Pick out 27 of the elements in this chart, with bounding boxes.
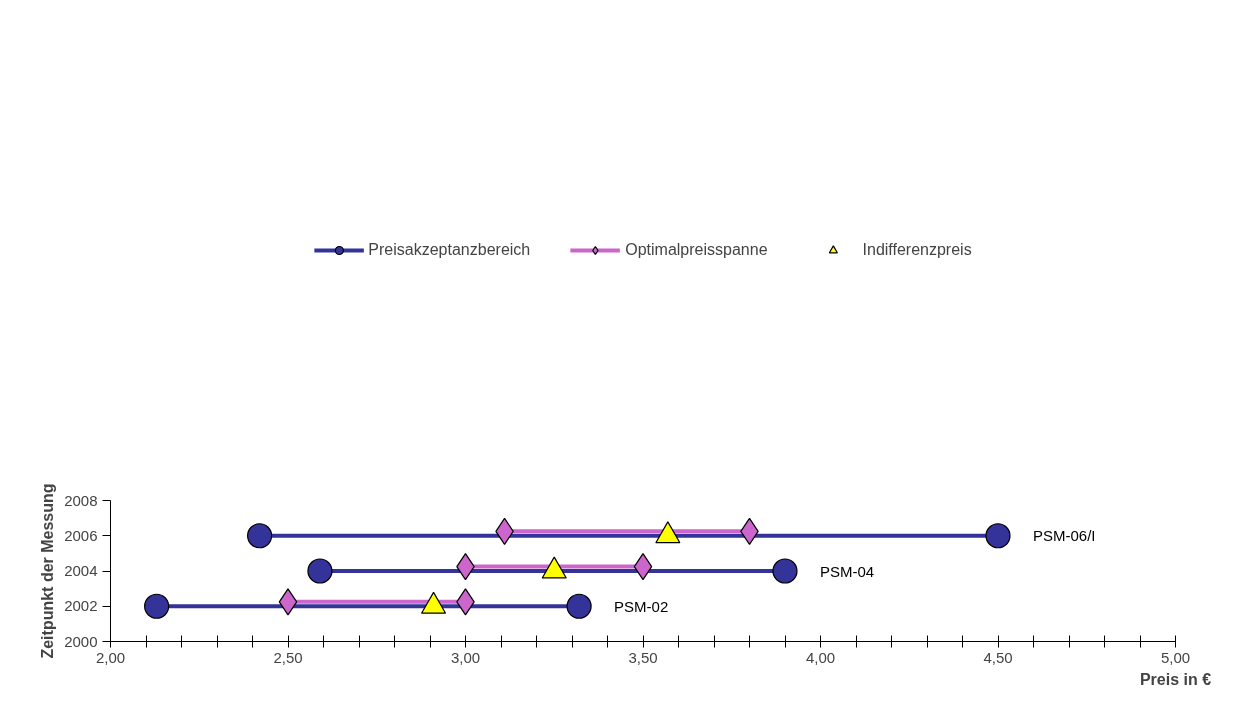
point: [772, 558, 798, 584]
y-axis-title: Zeitpunkt der Messung: [39, 483, 57, 659]
x-tick-label: 3,00: [450, 648, 481, 666]
x-tick-label: 5,00: [1160, 648, 1191, 666]
annotation: PSM-04: [820, 562, 875, 580]
annotation: PSM-06/I: [1033, 527, 1096, 545]
y-tick-label: 2004: [64, 562, 98, 579]
point: [278, 588, 298, 616]
legend-label: Preisakzeptanzbereich: [368, 241, 531, 259]
legend-label: Optimalpreisspanne: [625, 241, 768, 259]
y-tick-label: 2006: [64, 526, 98, 544]
point: [566, 593, 592, 619]
point: [144, 593, 170, 619]
annotation: PSM-02: [614, 597, 669, 615]
y-tick-label: 2008: [64, 491, 98, 509]
x-tick-label: 2,50: [273, 648, 303, 666]
x-tick-label: 3,50: [628, 648, 658, 666]
y-tick-label: 2002: [64, 597, 98, 615]
x-axis-title: Preis in €: [1139, 670, 1212, 688]
x-tick-label: 2,00: [95, 648, 126, 666]
legend-label: Indifferenzpreis: [862, 241, 972, 259]
x-tick-label: 4,00: [805, 648, 836, 666]
point: [307, 558, 333, 584]
y-tick-label: 2000: [64, 632, 98, 650]
point: [985, 523, 1011, 549]
x-tick-label: 4,50: [983, 648, 1013, 666]
point: [247, 523, 273, 549]
